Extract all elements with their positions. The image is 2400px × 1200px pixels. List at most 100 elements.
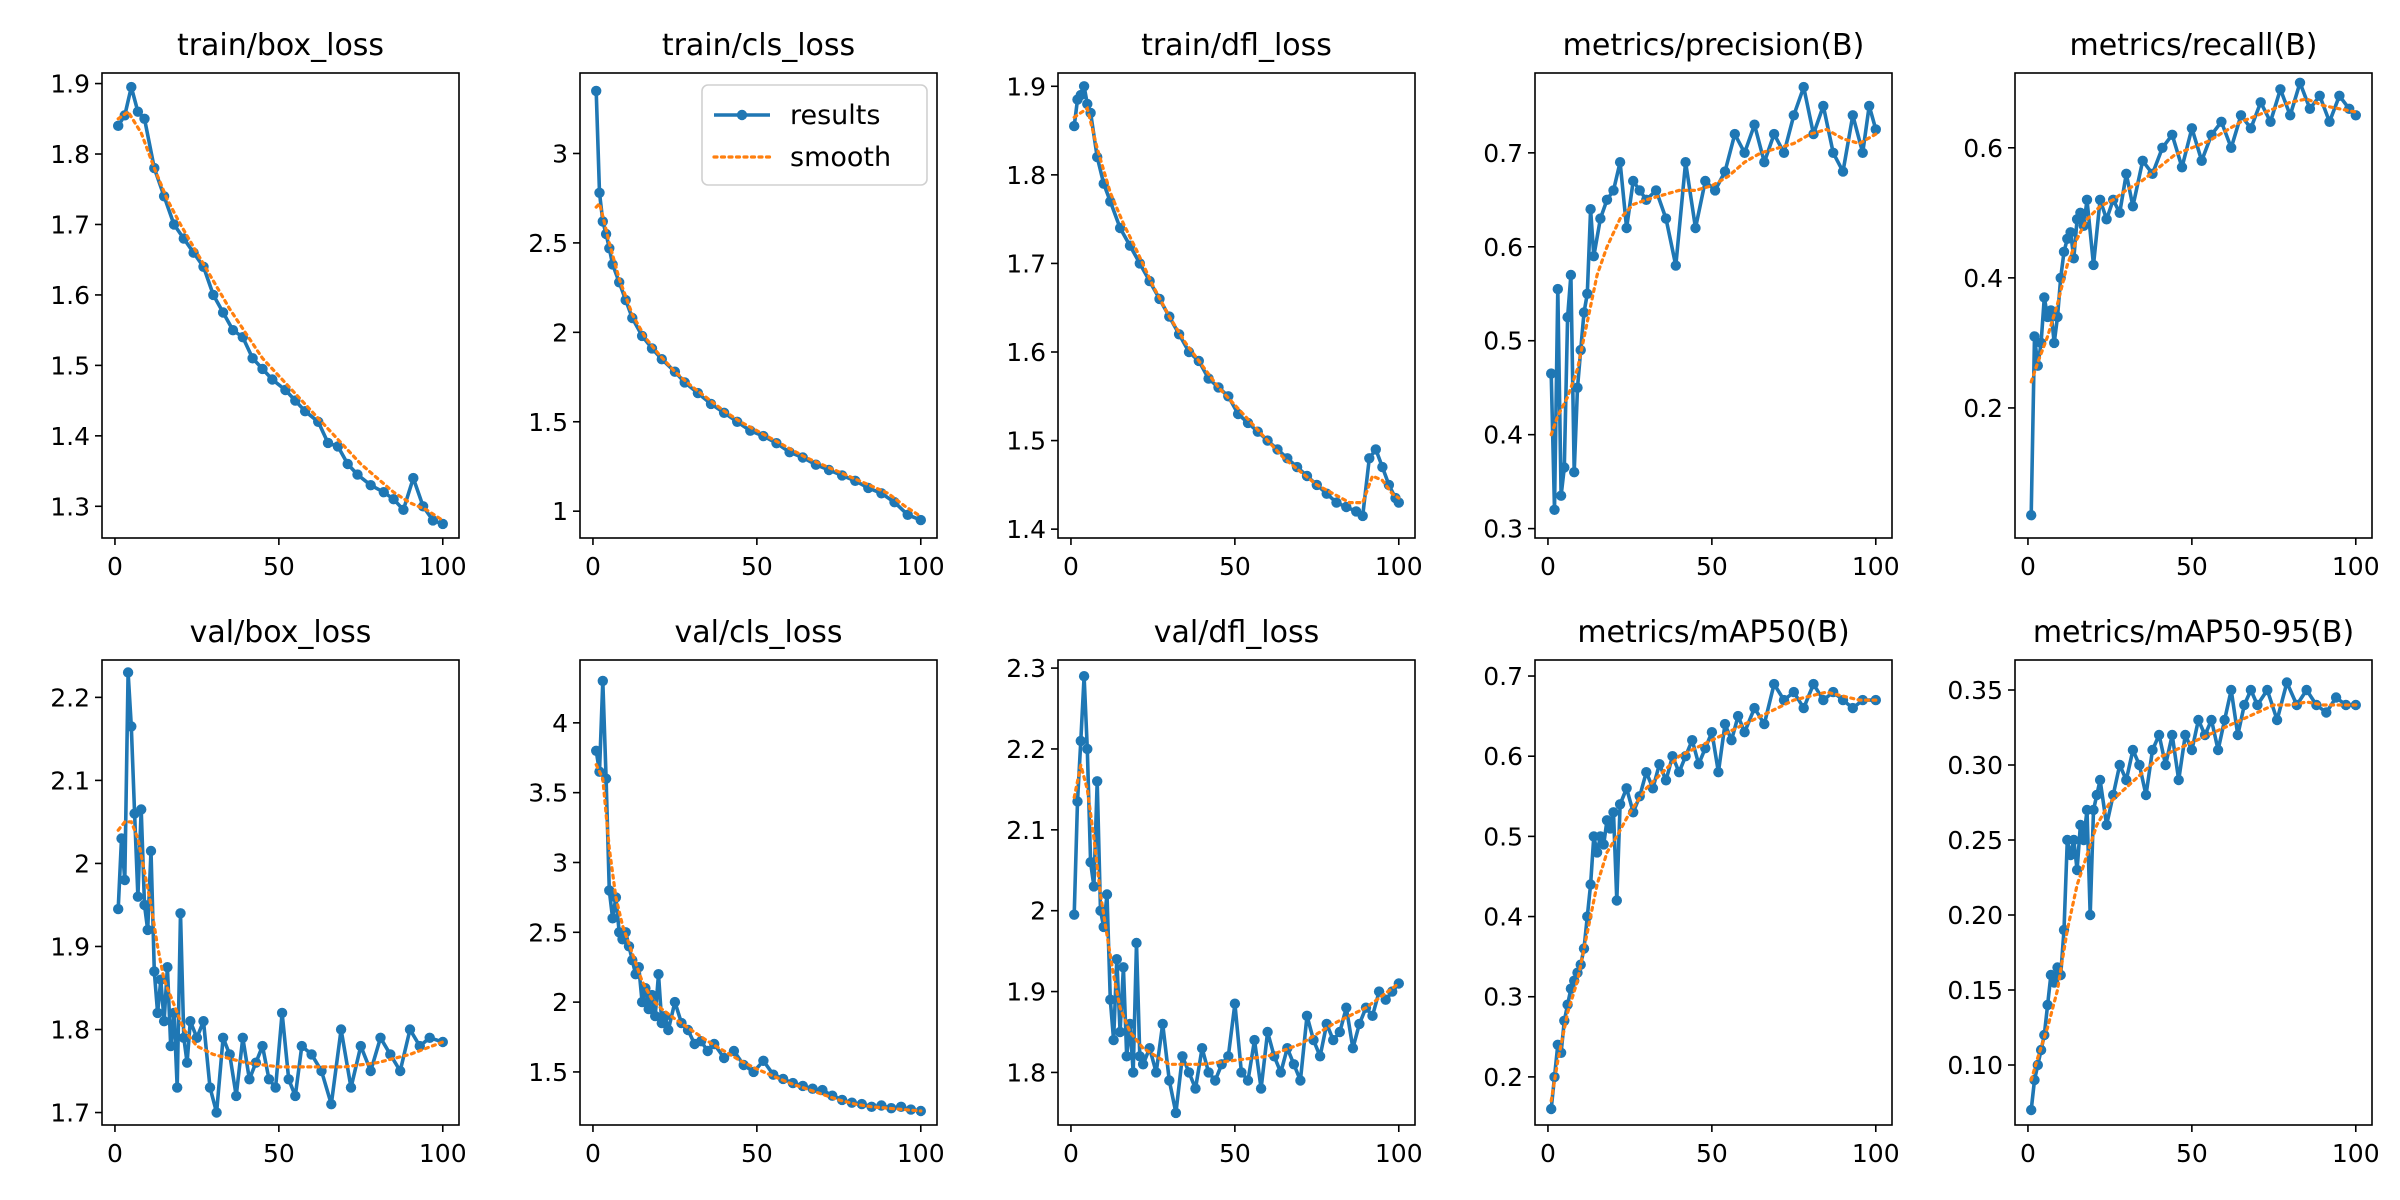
x-tick-label: 100 bbox=[897, 1139, 945, 1168]
results-point bbox=[424, 1032, 435, 1044]
results-point bbox=[2226, 142, 2237, 153]
results-point bbox=[116, 833, 127, 844]
results-point bbox=[2235, 110, 2247, 121]
results-point bbox=[1134, 1051, 1146, 1062]
results-point bbox=[1788, 686, 1800, 698]
panel-title: val/cls_loss bbox=[675, 615, 843, 650]
results-point bbox=[1377, 461, 1388, 473]
results-point bbox=[1605, 823, 1616, 834]
results-point bbox=[270, 1082, 281, 1093]
y-tick-label: 0.2 bbox=[1483, 1063, 1523, 1092]
chart-panel: train/box_loss 0 50 100 1.3 1.4 1.5 1.6 1.7 1.8 1.… bbox=[50, 28, 466, 581]
y-tick-label: 2 bbox=[552, 318, 568, 347]
results-point bbox=[2045, 305, 2057, 316]
results-point bbox=[1601, 194, 1613, 205]
results-point bbox=[113, 903, 124, 915]
results-point bbox=[1357, 510, 1368, 522]
results-point bbox=[1137, 1059, 1149, 1070]
results-point bbox=[1069, 120, 1080, 132]
results-point bbox=[1078, 81, 1090, 92]
x-tick-label: 50 bbox=[1219, 1139, 1251, 1168]
results-point bbox=[185, 1016, 196, 1027]
results-point bbox=[2285, 110, 2296, 121]
results-point bbox=[1555, 490, 1567, 501]
results-point bbox=[2075, 207, 2086, 218]
results-point bbox=[1847, 110, 1859, 121]
results-point bbox=[1588, 251, 1600, 262]
results-point bbox=[771, 438, 782, 449]
results-point bbox=[335, 1024, 347, 1035]
results-point bbox=[2039, 292, 2050, 303]
results-point bbox=[1164, 1075, 1175, 1086]
axes-frame bbox=[1057, 72, 1416, 539]
results-point bbox=[1572, 382, 1583, 393]
results-point bbox=[2078, 834, 2089, 846]
results-point bbox=[2068, 253, 2079, 264]
results-point bbox=[1585, 204, 1596, 215]
smooth-line bbox=[116, 109, 445, 522]
results-point bbox=[1680, 751, 1691, 762]
results-point bbox=[145, 845, 157, 857]
results-point bbox=[2114, 759, 2125, 771]
results-point bbox=[1196, 1043, 1208, 1054]
results-point bbox=[2219, 714, 2230, 726]
results-point bbox=[1098, 921, 1109, 933]
x-tick-label: 100 bbox=[2332, 1139, 2380, 1168]
axes-frame bbox=[579, 659, 938, 1126]
results-point bbox=[332, 441, 344, 452]
y-tick-label: 0.4 bbox=[1963, 264, 2003, 293]
results-point bbox=[1105, 994, 1116, 1005]
results-point bbox=[591, 85, 602, 97]
y-tick-label: 1.8 bbox=[50, 1016, 90, 1045]
results-point bbox=[2275, 84, 2286, 95]
y-tick-label: 0.10 bbox=[1947, 1051, 2003, 1080]
results-point bbox=[1591, 847, 1603, 858]
results-point bbox=[2186, 123, 2198, 134]
results-point bbox=[267, 374, 278, 385]
y-tick-label: 1.4 bbox=[1006, 515, 1046, 544]
results-point bbox=[1549, 504, 1560, 515]
results-point bbox=[669, 996, 681, 1008]
results-point bbox=[1759, 157, 1770, 168]
results-point bbox=[732, 416, 743, 427]
results-point bbox=[2196, 155, 2207, 166]
chart-panel: train/dfl_loss 0 50 100 1.4 1.5 1.6 1.7 1.8 1.9 bbox=[1006, 28, 1422, 581]
results-point bbox=[175, 908, 186, 919]
results-point bbox=[2127, 744, 2139, 756]
results-point bbox=[365, 1065, 376, 1077]
results-point bbox=[1151, 1067, 1162, 1078]
results-point bbox=[1693, 759, 1704, 770]
results-point bbox=[1262, 1026, 1273, 1038]
results-point bbox=[646, 343, 658, 354]
results-point bbox=[2167, 129, 2178, 140]
results-point bbox=[142, 924, 153, 936]
results-point bbox=[398, 504, 409, 515]
chart-panel: metrics/recall(B) 0 50 100 0.2 0.4 0.6 bbox=[1963, 28, 2379, 581]
results-point bbox=[2245, 684, 2257, 696]
results-point bbox=[126, 81, 137, 93]
results-point bbox=[1075, 735, 1087, 747]
results-point bbox=[1229, 998, 1241, 1009]
smooth-line bbox=[2029, 700, 2358, 1082]
results-point bbox=[355, 1040, 366, 1052]
y-tick-label: 2.5 bbox=[528, 229, 568, 258]
legend: results smooth bbox=[701, 84, 928, 186]
results-point bbox=[1700, 175, 1711, 187]
x-tick-label: 100 bbox=[419, 552, 467, 581]
results-point bbox=[119, 874, 130, 886]
results-point bbox=[1190, 1083, 1201, 1094]
results-point bbox=[1739, 147, 1750, 158]
axes-frame bbox=[2014, 659, 2373, 1126]
y-tick-label: 4 bbox=[552, 709, 568, 738]
results-point bbox=[1367, 1010, 1378, 1021]
results-point bbox=[2088, 259, 2099, 271]
results-point bbox=[1650, 185, 1662, 196]
panel-title: train/dfl_loss bbox=[1141, 28, 1332, 63]
results-point bbox=[1347, 1043, 1359, 1054]
results-point bbox=[604, 885, 615, 896]
results-point bbox=[378, 487, 389, 498]
results-point bbox=[165, 1040, 176, 1052]
results-point bbox=[1546, 1103, 1557, 1115]
y-tick-label: 0.6 bbox=[1483, 742, 1523, 771]
results-point bbox=[2232, 729, 2243, 741]
